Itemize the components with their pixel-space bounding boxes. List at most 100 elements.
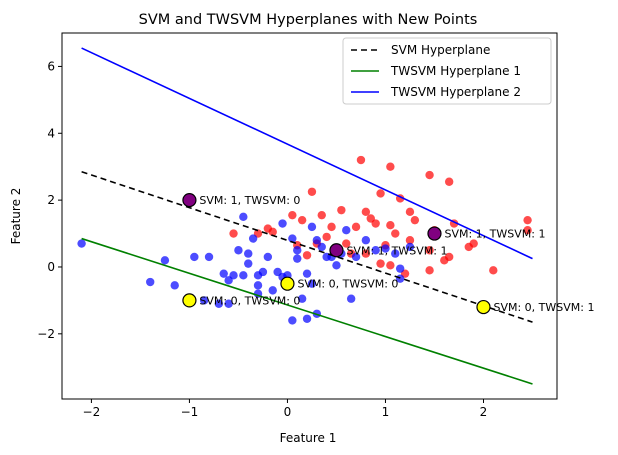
- red-point: [342, 239, 351, 248]
- blue-point: [239, 271, 248, 280]
- red-point: [425, 246, 434, 255]
- blue-point: [342, 226, 351, 235]
- red-point: [376, 259, 385, 268]
- blue-point: [234, 246, 243, 255]
- blue-point: [293, 246, 302, 255]
- red-point: [229, 229, 238, 238]
- blue-point: [219, 269, 228, 278]
- blue-point: [312, 236, 322, 245]
- red-point: [376, 189, 385, 198]
- blue-point: [253, 281, 263, 290]
- chart-title: SVM and TWSVM Hyperplanes with New Point…: [139, 12, 478, 28]
- red-point: [440, 256, 449, 265]
- blue-point: [239, 212, 248, 222]
- twsvm-hyperplane-1-line: [81, 237, 533, 385]
- blue-point: [381, 244, 390, 253]
- x-tick-label: 1: [382, 405, 390, 419]
- y-axis: −2 0 2 4 6: [37, 59, 62, 341]
- red-point: [405, 207, 415, 217]
- blue-point: [288, 316, 297, 325]
- plot-frame: [61, 32, 558, 400]
- blue-point: [302, 269, 312, 278]
- blue-point: [170, 281, 179, 290]
- blue-point: [248, 234, 258, 243]
- red-point: [523, 215, 532, 225]
- x-axis: −2 −1 0 1 2: [83, 399, 488, 419]
- blue-point: [244, 249, 253, 258]
- blue-point: [160, 256, 170, 265]
- blue-point: [351, 252, 361, 262]
- legend-box: [342, 37, 552, 105]
- red-point: [337, 205, 346, 215]
- new-point-marker: [476, 299, 491, 315]
- blue-point: [146, 277, 155, 287]
- new-point-marker: [280, 276, 295, 291]
- new-point-label: SVM: 0, TWSVM: 1: [493, 301, 594, 314]
- red-point: [361, 207, 371, 217]
- blue-point: [214, 299, 224, 308]
- new-point-label: SVM: 1, TWSVM: 1: [346, 244, 447, 257]
- red-point: [317, 210, 326, 220]
- blue-point: [391, 249, 400, 258]
- x-tick-label: −2: [83, 405, 101, 419]
- blue-point: [371, 246, 380, 255]
- blue-point: [224, 299, 233, 308]
- red-point: [361, 249, 371, 258]
- red-point: [425, 266, 434, 275]
- new-point-label: SVM: 1, TWSVM: 0: [199, 194, 300, 207]
- legend: SVM Hyperplane TWSVM Hyperplane 1 TWSVM Hy…: [342, 37, 552, 105]
- x-tick-label: −1: [181, 405, 199, 419]
- x-tick-label: 2: [480, 405, 488, 419]
- twsvm-hyperplane-2-line: [81, 47, 533, 260]
- red-point: [386, 220, 395, 230]
- red-point: [307, 187, 317, 196]
- blue-point: [346, 294, 356, 303]
- red-point: [405, 236, 415, 245]
- red-point: [489, 266, 498, 275]
- blue-point: [244, 259, 253, 268]
- blue-point: [288, 234, 297, 243]
- red-point: [302, 251, 312, 260]
- red-point: [351, 222, 361, 232]
- y-tick-label: 4: [47, 126, 55, 140]
- new-point-marker: [182, 193, 197, 208]
- red-point: [366, 214, 375, 223]
- blue-point: [258, 267, 268, 277]
- blue-point: [199, 296, 209, 305]
- y-tick-label: 2: [47, 193, 55, 207]
- red-point: [469, 239, 478, 248]
- legend-entry: SVM Hyperplane: [391, 43, 490, 57]
- new-point-marker: [182, 293, 197, 308]
- new-point-label: SVM: 0, TWSVM: 0: [199, 294, 300, 307]
- blue-point: [278, 219, 287, 228]
- blue-point: [302, 314, 312, 323]
- y-tick-label: 6: [47, 59, 55, 73]
- blue-point: [307, 222, 317, 232]
- legend-entry: TWSVM Hyperplane 1: [390, 64, 521, 78]
- new-point-marker: [329, 243, 344, 258]
- blue-point: [405, 242, 415, 252]
- blue-point: [268, 286, 277, 295]
- x-axis-label: Feature 1: [280, 431, 337, 445]
- red-point: [288, 210, 297, 220]
- new-point-marker: [427, 226, 442, 241]
- blue-point: [293, 254, 302, 263]
- blue-point: [190, 252, 199, 262]
- red-point: [322, 232, 331, 242]
- blue-point: [395, 264, 405, 273]
- red-point: [391, 229, 400, 238]
- blue-point: [297, 294, 307, 303]
- red-point: [425, 170, 434, 180]
- blue-point: [77, 239, 86, 248]
- red-point: [386, 162, 395, 171]
- blue-point: [317, 242, 326, 252]
- red-point: [297, 215, 307, 225]
- y-tick-label: 0: [47, 260, 55, 274]
- red-point: [444, 177, 454, 186]
- red-point: [523, 226, 532, 235]
- blue-point: [332, 261, 341, 270]
- red-point: [263, 224, 273, 233]
- y-axis-label: Feature 2: [9, 188, 23, 245]
- blue-point: [229, 271, 238, 280]
